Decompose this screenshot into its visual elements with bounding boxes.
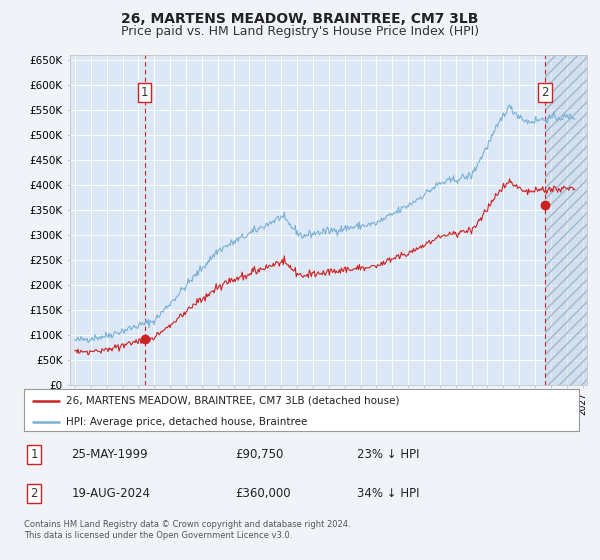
Text: £90,750: £90,750 [235, 447, 283, 461]
Bar [545, 55, 587, 385]
Text: 25-MAY-1999: 25-MAY-1999 [71, 447, 148, 461]
Text: 26, MARTENS MEADOW, BRAINTREE, CM7 3LB: 26, MARTENS MEADOW, BRAINTREE, CM7 3LB [121, 12, 479, 26]
Text: Contains HM Land Registry data © Crown copyright and database right 2024.
This d: Contains HM Land Registry data © Crown c… [24, 520, 350, 540]
Text: 2: 2 [30, 487, 38, 500]
Text: Price paid vs. HM Land Registry's House Price Index (HPI): Price paid vs. HM Land Registry's House … [121, 25, 479, 38]
Text: £360,000: £360,000 [235, 487, 290, 500]
Text: 1: 1 [30, 447, 38, 461]
Text: 2: 2 [541, 86, 549, 99]
Text: 1: 1 [141, 86, 148, 99]
Text: 26, MARTENS MEADOW, BRAINTREE, CM7 3LB (detached house): 26, MARTENS MEADOW, BRAINTREE, CM7 3LB (… [65, 396, 399, 406]
Text: 19-AUG-2024: 19-AUG-2024 [71, 487, 150, 500]
Text: HPI: Average price, detached house, Braintree: HPI: Average price, detached house, Brai… [65, 417, 307, 427]
Bar [545, 55, 587, 385]
Text: 23% ↓ HPI: 23% ↓ HPI [357, 447, 419, 461]
Text: 34% ↓ HPI: 34% ↓ HPI [357, 487, 419, 500]
